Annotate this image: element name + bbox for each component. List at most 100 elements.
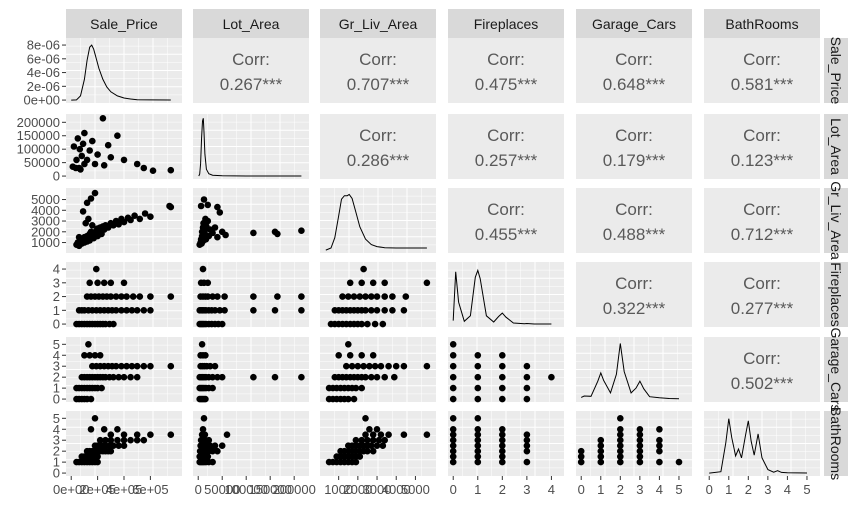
scatter-point	[474, 395, 482, 403]
scatter-point	[366, 426, 373, 433]
scatter-point	[140, 307, 148, 314]
scatter-point	[368, 307, 375, 314]
scatter-point	[209, 458, 216, 466]
scatter-point	[350, 395, 358, 403]
scatter-point	[523, 373, 531, 381]
scatter-point	[89, 222, 96, 229]
scatter-point	[617, 431, 624, 439]
scatter-point	[128, 362, 136, 370]
scatter-point	[204, 293, 212, 300]
scatter-point	[345, 395, 352, 403]
scatter-point	[449, 384, 457, 392]
scatter-point	[391, 373, 398, 381]
x-tick-label: 5	[675, 482, 682, 497]
scatter-point	[381, 293, 389, 300]
y-tick-label: 2	[53, 444, 60, 459]
y-tick-label: 5000	[31, 192, 60, 207]
x-tick-label: 4	[548, 482, 555, 497]
scatter-point	[381, 373, 389, 381]
scatter-point	[140, 164, 148, 172]
scatter-point	[617, 458, 624, 466]
scatter-point	[352, 384, 360, 392]
y-tick-label: 0	[53, 392, 60, 407]
corr-value: 0.322***	[603, 299, 666, 318]
x-tick-label: 1	[597, 482, 604, 497]
scatter-point	[362, 431, 369, 439]
y-tick-label: 100000	[17, 142, 60, 157]
scatter-point	[474, 415, 482, 422]
scatter-point	[118, 362, 125, 370]
corr-label: Corr:	[232, 50, 270, 69]
density-curve	[198, 118, 302, 177]
scatter-point	[377, 362, 385, 370]
row-strip-label: Garage_Cars	[828, 327, 844, 411]
scatter-point	[499, 436, 506, 444]
scatter-point	[149, 167, 157, 174]
scatter-point	[209, 293, 216, 300]
scatter-point	[211, 307, 219, 314]
column-strip-label: Gr_Liv_Area	[339, 16, 418, 32]
corr-value: 0.277***	[731, 299, 794, 318]
scatter-point	[474, 436, 482, 444]
scatter-point	[211, 362, 219, 370]
corr-label: Corr:	[487, 126, 525, 145]
panel-background	[576, 262, 692, 327]
row-strip	[824, 337, 848, 402]
scatter-point	[204, 217, 212, 225]
scatter-point	[423, 279, 431, 287]
scatter-point	[345, 293, 352, 300]
scatter-point	[449, 442, 457, 450]
scatter-point	[118, 307, 125, 314]
corr-label: Corr:	[359, 126, 397, 145]
scatter-point	[199, 426, 207, 433]
scatter-point	[120, 373, 128, 381]
scatter-point	[597, 453, 605, 460]
x-tick-label: 0	[706, 482, 713, 497]
density-curve	[71, 44, 171, 101]
scatter-point	[373, 442, 381, 450]
scatter-point	[94, 453, 101, 460]
scatter-point	[81, 129, 88, 137]
scatter-point	[147, 307, 154, 314]
scatter-point	[83, 156, 91, 164]
y-tick-label: 1000	[31, 235, 60, 250]
scatter-point	[202, 395, 209, 403]
scatter-point	[368, 442, 375, 450]
y-tick-label: 2	[53, 370, 60, 385]
scatter-point	[85, 215, 92, 223]
scatter-point	[474, 426, 482, 433]
scatter-point	[70, 143, 78, 150]
x-tick-label: 0	[450, 482, 457, 497]
x-tick-label: 100000	[225, 482, 268, 497]
scatter-point	[656, 436, 663, 444]
scatter-point	[167, 362, 175, 370]
corr-label: Corr:	[743, 274, 781, 293]
corr-value: 0.712***	[731, 225, 794, 244]
scatter-point	[346, 352, 354, 359]
scatter-point	[79, 208, 87, 215]
scatter-point	[402, 293, 410, 300]
panel-background	[704, 114, 820, 179]
column-strip	[320, 9, 436, 38]
scatter-point	[218, 442, 226, 450]
scatter-point	[656, 447, 663, 455]
scatter-point	[94, 458, 101, 466]
corr-value: 0.502***	[731, 374, 794, 393]
scatter-point	[133, 431, 141, 439]
scatter-point	[107, 279, 115, 287]
y-tick-label: 3	[53, 359, 60, 374]
scatter-point	[377, 431, 385, 439]
scatter-point	[131, 212, 138, 219]
corr-label: Corr:	[615, 126, 653, 145]
scatter-point	[110, 320, 117, 328]
scatter-point	[102, 436, 109, 444]
scatter-point	[369, 352, 377, 359]
scatter-point	[339, 293, 346, 300]
scatter-point	[360, 362, 367, 370]
scatter-point	[94, 151, 101, 158]
scatter-point	[167, 166, 175, 174]
corr-label: Corr:	[743, 200, 781, 219]
panel-background	[448, 114, 564, 179]
corr-value: 0.475***	[475, 75, 538, 94]
row-strip-label: Lot_Area	[828, 118, 844, 175]
